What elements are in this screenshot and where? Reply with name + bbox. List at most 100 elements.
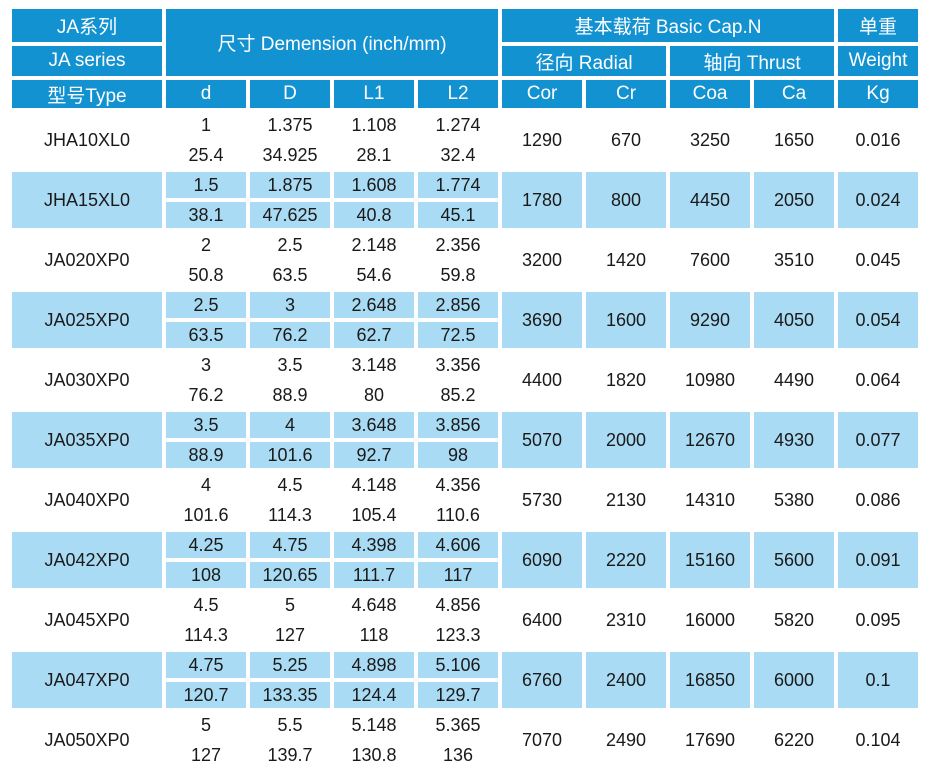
cell-L2-inch: 4.356 [418, 472, 499, 498]
cell-L1-inch: 4.648 [334, 592, 414, 618]
cell-weight: 0.1 [838, 652, 919, 708]
table-row: 25.4 34.925 28.1 32.4 [12, 142, 918, 168]
cell-coa: 16000 [670, 592, 751, 648]
cell-L1-inch: 5.148 [334, 712, 414, 738]
cell-cr: 2310 [586, 592, 667, 648]
cell-ca: 6000 [754, 652, 835, 708]
cell-d-mm: 127 [166, 742, 246, 768]
cell-coa: 12670 [670, 412, 751, 468]
cell-L2-mm: 110.6 [418, 502, 499, 528]
cell-weight: 0.024 [838, 172, 919, 228]
cell-D-mm: 114.3 [250, 502, 330, 528]
cell-cr: 1420 [586, 232, 667, 288]
cell-d-inch: 5 [166, 712, 246, 738]
col-header-type: 型号Type [12, 80, 162, 108]
col-header-Cr: Cr [586, 80, 667, 108]
cell-D-mm: 88.9 [250, 382, 330, 408]
col-header-D: D [250, 80, 330, 108]
cell-weight: 0.077 [838, 412, 919, 468]
cell-weight: 0.045 [838, 232, 919, 288]
header-weight-zh: 单重 [838, 9, 919, 42]
cell-coa: 10980 [670, 352, 751, 408]
cell-coa: 7600 [670, 232, 751, 288]
table-header: JA系列 尺寸 Demension (inch/mm) 基本载荷 Basic C… [12, 9, 919, 108]
table-row: JA050XP0 5 5.5 5.148 5.365 7070 2490 176… [12, 712, 919, 768]
table-row: 76.2 88.9 80 85.2 [12, 382, 918, 408]
table-row: 63.5 76.2 62.7 72.5 [12, 322, 918, 348]
cell-L2-mm: 98 [418, 442, 499, 468]
cell-d-inch: 4.75 [166, 652, 246, 678]
cell-coa: 16850 [670, 652, 751, 708]
cell-L2-mm: 59.8 [418, 262, 499, 288]
cell-L2-inch: 3.856 [418, 412, 499, 438]
cell-cor: 4400 [502, 352, 583, 408]
cell-cor: 6400 [502, 592, 583, 648]
cell-ca: 6220 [754, 712, 835, 768]
cell-ca: 3510 [754, 232, 835, 288]
cell-L1-inch: 2.148 [334, 232, 414, 258]
cell-d-inch: 4.25 [166, 532, 246, 558]
cell-weight: 0.086 [838, 472, 919, 528]
cell-L1-mm: 124.4 [334, 682, 414, 708]
cell-d-mm: 101.6 [166, 502, 246, 528]
cell-L1-mm: 62.7 [334, 322, 414, 348]
cell-d-mm: 38.1 [166, 202, 246, 228]
cell-L1-inch: 4.148 [334, 472, 414, 498]
cell-cor: 3690 [502, 292, 583, 348]
table-row: JA030XP0 3 3.5 3.148 3.356 4400 1820 109… [12, 352, 919, 408]
cell-cr: 800 [586, 172, 667, 228]
cell-L2-mm: 85.2 [418, 382, 499, 408]
cell-L2-inch: 2.856 [418, 292, 499, 318]
table-row: JA035XP0 3.5 4 3.648 3.856 5070 2000 126… [12, 412, 919, 468]
cell-cr: 2000 [586, 412, 667, 468]
table-row: JHA10XL0 1 1.375 1.108 1.274 1290 670 32… [12, 112, 919, 168]
header-row-1: JA系列 尺寸 Demension (inch/mm) 基本载荷 Basic C… [12, 9, 919, 76]
header-row-2: JA series 径向 Radial 轴向 Thrust Weight [12, 46, 919, 76]
cell-D-inch: 3.5 [250, 352, 330, 378]
cell-cr: 2220 [586, 532, 667, 588]
cell-d-inch: 3.5 [166, 412, 246, 438]
cell-coa: 17690 [670, 712, 751, 768]
cell-cor: 1780 [502, 172, 583, 228]
header-series-zh: JA系列 [12, 9, 162, 42]
cell-ca: 5600 [754, 532, 835, 588]
col-header-L2: L2 [418, 80, 499, 108]
cell-D-mm: 76.2 [250, 322, 330, 348]
cell-weight: 0.016 [838, 112, 919, 168]
cell-model-type: JA047XP0 [12, 652, 162, 708]
cell-L1-inch: 2.648 [334, 292, 414, 318]
cell-model-type: JA030XP0 [12, 352, 162, 408]
cell-L1-mm: 111.7 [334, 562, 414, 588]
table-row: JA020XP0 2 2.5 2.148 2.356 3200 1420 760… [12, 232, 919, 288]
table-body: JHA10XL0 1 1.375 1.108 1.274 1290 670 32… [12, 112, 919, 768]
cell-d-inch: 3 [166, 352, 246, 378]
cell-L1-mm: 54.6 [334, 262, 414, 288]
cell-L2-mm: 32.4 [418, 142, 499, 168]
table-row: 120.7 133.35 124.4 129.7 [12, 682, 918, 708]
header-basic-cap: 基本载荷 Basic Cap.N [502, 9, 835, 42]
table-row: 114.3 127 118 123.3 [12, 622, 918, 648]
cell-L1-inch: 1.108 [334, 112, 414, 138]
cell-D-mm: 47.625 [250, 202, 330, 228]
header-row-3: 型号Type d D L1 L2 Cor Cr Coa Ca Kg [12, 80, 919, 108]
cell-ca: 5820 [754, 592, 835, 648]
cell-L1-mm: 28.1 [334, 142, 414, 168]
cell-weight: 0.064 [838, 352, 919, 408]
cell-d-inch: 2.5 [166, 292, 246, 318]
table-row: 108 120.65 111.7 117 [12, 562, 918, 588]
cell-cr: 1600 [586, 292, 667, 348]
table-row: 127 139.7 130.8 136 [12, 742, 918, 768]
cell-d-inch: 4.5 [166, 592, 246, 618]
cell-d-mm: 25.4 [166, 142, 246, 168]
cell-D-mm: 34.925 [250, 142, 330, 168]
cell-weight: 0.095 [838, 592, 919, 648]
cell-ca: 4930 [754, 412, 835, 468]
cell-ca: 4050 [754, 292, 835, 348]
cell-L2-mm: 72.5 [418, 322, 499, 348]
cell-coa: 9290 [670, 292, 751, 348]
cell-cr: 670 [586, 112, 667, 168]
cell-cor: 3200 [502, 232, 583, 288]
cell-L2-inch: 4.606 [418, 532, 499, 558]
cell-L1-mm: 40.8 [334, 202, 414, 228]
cell-ca: 2050 [754, 172, 835, 228]
